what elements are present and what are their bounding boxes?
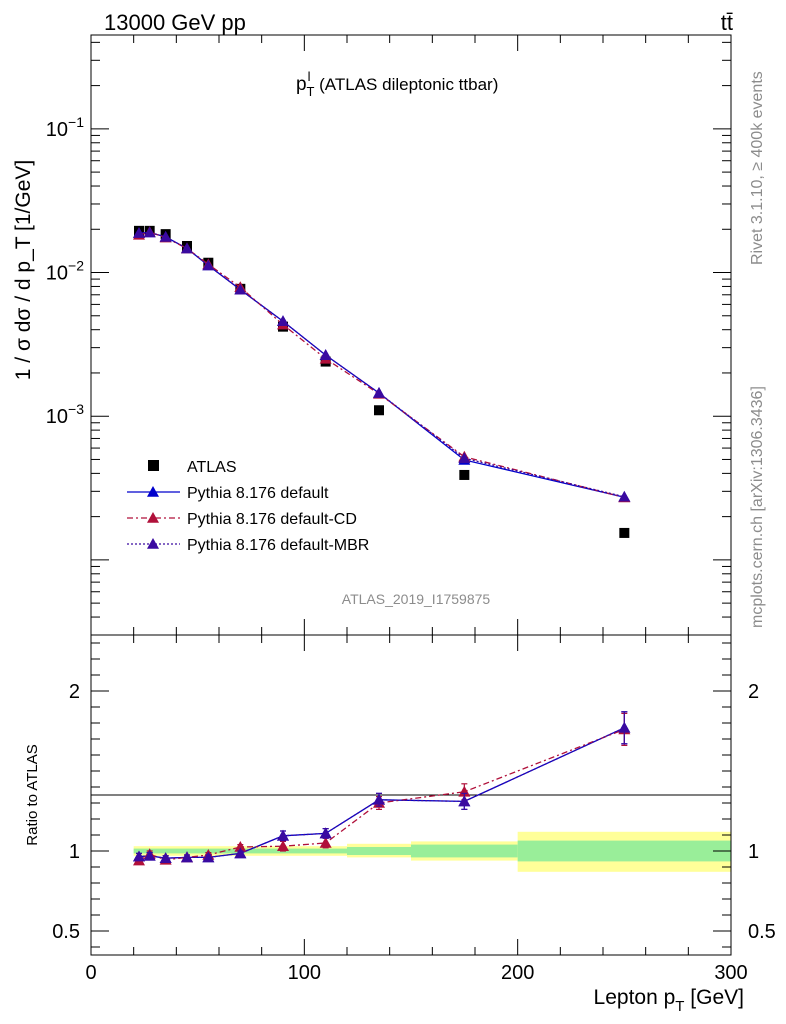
ratio-series-marker [319,827,332,839]
main-series-marker [143,226,156,238]
ratio-y-tick-label: 0.5 [52,921,80,943]
ratio-series-marker [234,847,247,859]
main-series-line [138,231,625,499]
ratio-y-tick-label-right: 0.5 [748,921,776,943]
main-series-line [138,231,625,498]
ratio-band-inner [347,847,411,855]
rivet-label: Rivet 3.1.10, ≥ 400k events [749,71,766,265]
main-series-marker [373,387,385,398]
main-y-axis-label: 1 / σ dσ / d p_T [1/GeV] [12,160,35,380]
legend-atlas-marker [148,460,159,471]
ratio-series-marker [618,721,631,733]
ratio-series-marker [159,852,172,863]
main-series-marker [618,490,631,502]
ratio-series-marker [277,829,289,841]
ratio-band-inner [517,840,731,862]
main-panel: 10−1 10−2 10−3 pl T (ATLAS dileptonic ttbar… [12,34,732,636]
process-label: 13000 GeV pp [104,10,246,35]
atlas-data-point [619,527,630,538]
main-y-tick-label: 10−2 [46,258,84,285]
legend-label: Pythia 8.176 default [187,485,329,502]
ratio-series-marker [143,849,156,861]
legend-label: Pythia 8.176 default-MBR [187,537,369,554]
x-tick-label: 200 [501,962,534,984]
x-tick-labels: 0 100 200 300 [85,962,747,984]
main-series-marker [202,259,215,271]
x-axis-label: Lepton pT [GeV] [594,986,744,1015]
ratio-frame [90,634,732,956]
ratio-series-marker [277,840,289,851]
ratio-y-tick-label: 1 [69,841,80,863]
ratio-series-marker [458,795,471,807]
ratio-y-tick-labels: 0.5 0.5 1 1 2 2 [52,681,776,943]
ratio-series-marker [202,851,215,863]
main-series-marker [458,452,471,464]
x-tick-label: 100 [288,962,321,984]
legend-marker [147,512,159,523]
legend-label: Pythia 8.176 default-CD [187,511,357,528]
ratio-marks [133,711,631,866]
main-y-tick-label: 10−3 [46,401,84,428]
main-y-tick-labels: 10−1 10−2 10−3 [46,114,84,428]
main-y-tick-label: 10−1 [46,114,84,141]
main-series-line [138,231,625,498]
ratio-y-tick-label: 2 [69,681,80,703]
ratio-y-tick-label-right: 2 [748,681,759,703]
main-series-marker [159,230,172,242]
ratio-band-inner [411,844,518,858]
x-tick-label: 0 [85,962,96,984]
legend-marker [147,538,159,549]
ratio-series-marker [181,851,193,863]
main-series-marker [181,242,193,254]
analysis-id-label: ATLAS_2019_I1759875 [342,591,491,607]
ratio-panel: 0.5 0.5 1 1 2 2 0 100 200 300 Ratio to ATLAS Lep… [24,634,776,1015]
ratio-series-marker [373,793,385,805]
ratio-series-marker [133,850,145,862]
atlas-data-point [459,469,470,480]
mcplots-label: mcplots.cern.ch [arXiv:1306.3436] [749,386,766,628]
ratio-ticks [90,635,732,955]
main-series-marker [277,315,289,327]
channel-label: tt̄ [721,10,733,35]
x-tick-label: 300 [714,962,747,984]
main-ticks [90,35,732,636]
legend: ATLAS Pythia 8.176 default Pythia 8.176 de… [127,459,369,554]
ratio-y-tick-label-right: 1 [748,841,759,863]
ratio-y-axis-label: Ratio to ATLAS [24,744,41,845]
legend-label: ATLAS [187,459,237,476]
ratio-series-marker [234,841,247,852]
atlas-data-point [374,405,384,416]
chart-title: pl T (ATLAS dileptonic ttbar) [296,69,498,99]
legend-marker [147,486,159,497]
main-series-marker [319,349,332,360]
main-series-marker [133,227,145,238]
main-marks [133,225,631,538]
ratio-series-marker [319,837,332,848]
main-series-marker [234,283,247,295]
